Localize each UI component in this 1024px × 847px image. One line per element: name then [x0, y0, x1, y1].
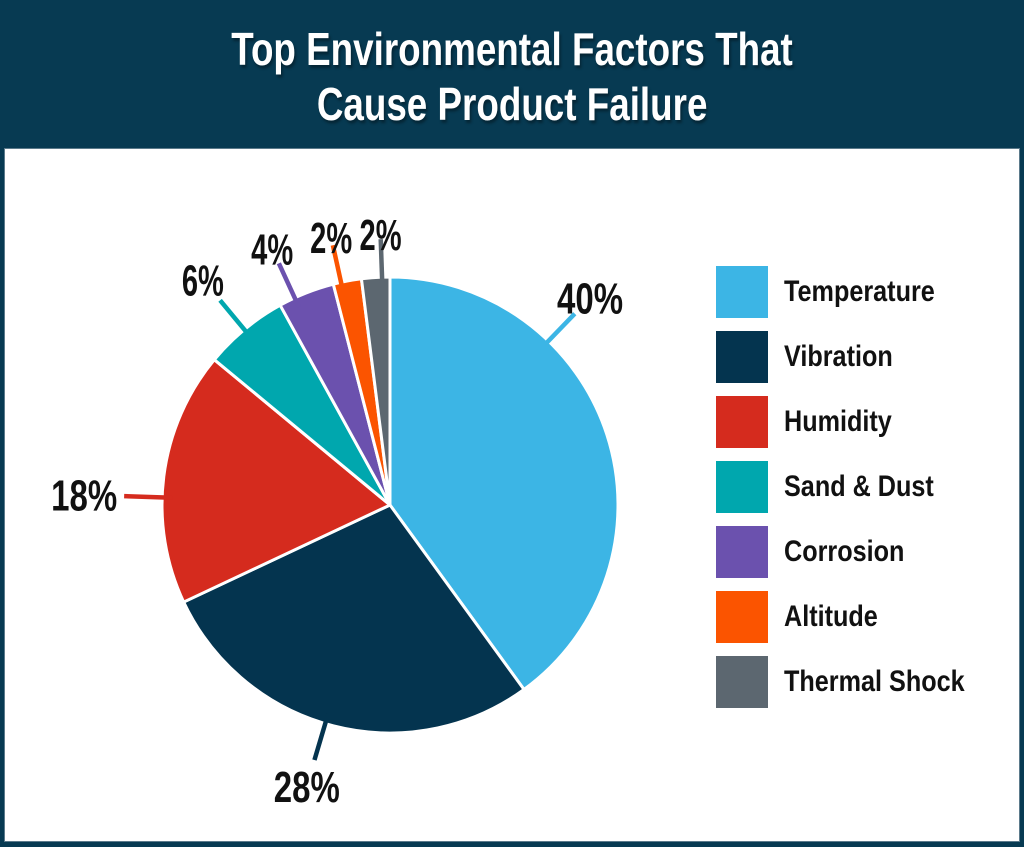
- pie-slice-humidity: [160, 358, 392, 604]
- legend-item: Corrosion: [716, 526, 1016, 578]
- pie-slice-vibration: [182, 503, 526, 735]
- pie-slice-temperature: [388, 275, 620, 691]
- percent-label-corrosion: 4%: [251, 226, 293, 275]
- chart-title-line2: Cause Product Failure: [316, 77, 708, 130]
- leader-line-altitude: [330, 244, 346, 293]
- percent-label-thermal-shock: 2%: [360, 211, 402, 260]
- legend-swatch-corrosion: [716, 526, 768, 578]
- leader-line-corrosion: [276, 262, 301, 308]
- legend-swatch-humidity: [716, 396, 768, 448]
- legend-swatch-altitude: [716, 591, 768, 643]
- pie-slice-thermal-shock: [359, 275, 392, 507]
- legend-label-humidity: Humidity: [784, 405, 892, 438]
- legend-label-altitude: Altitude: [784, 600, 878, 633]
- percent-label-sand-dust: 6%: [182, 256, 224, 305]
- percent-label-temperature: 40%: [557, 275, 623, 324]
- legend-item: Altitude: [716, 591, 1016, 643]
- leader-line-humidity: [124, 493, 173, 501]
- legend-item: Temperature: [716, 266, 1016, 318]
- legend-item: Thermal Shock: [716, 656, 1016, 708]
- legend-label-thermal-shock: Thermal Shock: [784, 665, 965, 698]
- legend-swatch-vibration: [716, 331, 768, 383]
- leader-line-sand-dust: [218, 298, 253, 339]
- legend-item: Humidity: [716, 396, 1016, 448]
- legend-item: Sand & Dust: [716, 461, 1016, 513]
- leader-line-temperature: [539, 312, 577, 350]
- legend-swatch-temperature: [716, 266, 768, 318]
- legend-label-corrosion: Corrosion: [784, 535, 905, 568]
- legend-label-sand-dust: Sand & Dust: [784, 470, 934, 503]
- title-banner: Top Environmental Factors That Cause Pro…: [0, 0, 1024, 149]
- percent-label-vibration: 28%: [274, 763, 340, 812]
- chart-title-line1: Top Environmental Factors That: [231, 22, 793, 75]
- legend-label-temperature: Temperature: [784, 275, 935, 308]
- leader-line-vibration: [312, 713, 331, 761]
- percent-label-humidity: 18%: [51, 472, 117, 521]
- legend: Temperature Vibration Humidity Sand & Du…: [716, 266, 1016, 721]
- legend-label-vibration: Vibration: [784, 340, 893, 373]
- legend-swatch-thermal-shock: [716, 656, 768, 708]
- legend-item: Vibration: [716, 331, 1016, 383]
- leader-line-thermal-shock: [378, 239, 385, 288]
- legend-swatch-sand-dust: [716, 461, 768, 513]
- percent-label-altitude: 2%: [310, 214, 352, 263]
